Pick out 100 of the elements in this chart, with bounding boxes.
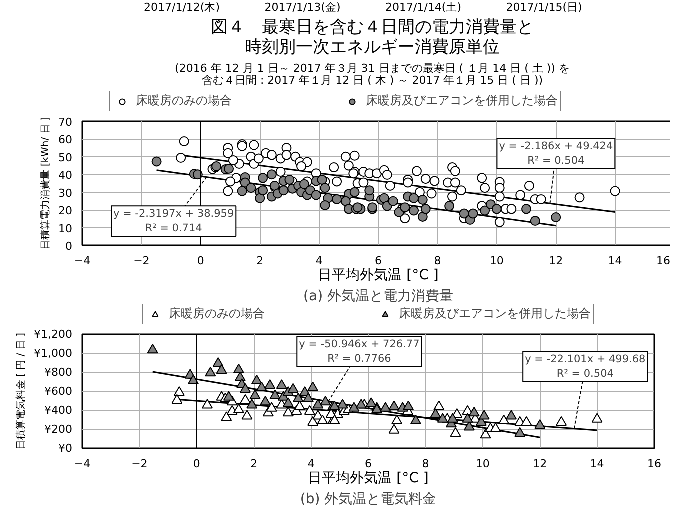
point — [498, 414, 510, 425]
point — [556, 416, 568, 426]
x-tick-label: −4 — [74, 254, 91, 268]
point — [447, 413, 458, 423]
y-tick-label: 40 — [58, 169, 73, 182]
point — [514, 427, 526, 438]
point — [240, 383, 252, 393]
point — [266, 402, 278, 412]
annotation: y = -22.101x + 499.68 R² = 0.504 — [525, 354, 646, 380]
y-axis-title: 日積算電力消費量 [kWh/ 日 ] — [40, 117, 52, 250]
x-tick-label: 0 — [197, 254, 204, 268]
point — [392, 414, 403, 425]
point — [506, 410, 517, 420]
x-tick-label: 10 — [476, 458, 490, 470]
legend-label: 床暖房のみの場合 — [136, 92, 232, 110]
x-tick-label: −4 — [74, 458, 91, 470]
legend-label: 床暖房及びエアコンを併用した場合 — [366, 92, 558, 110]
y-tick-label: ¥800 — [44, 366, 73, 379]
y-tick-label: ¥0 — [58, 442, 73, 455]
point — [320, 396, 332, 406]
x-tick-label: 14 — [608, 254, 622, 268]
annotation: y = -2.186x + 49.424 R² = 0.504 — [499, 140, 614, 167]
point — [302, 392, 314, 402]
y-tick-label: 70 — [58, 116, 73, 129]
y-axis-title: 日積算電気料金 [ 円 / 日 ] — [15, 332, 28, 450]
point — [174, 386, 185, 396]
point — [260, 396, 272, 406]
point — [202, 399, 213, 409]
y-tick-label: 10 — [58, 222, 73, 236]
x-tick-label: 2 — [250, 458, 258, 470]
x-tick-label: 4 — [308, 458, 315, 470]
point — [282, 406, 294, 417]
point — [468, 406, 480, 417]
point — [308, 416, 319, 426]
point — [403, 400, 414, 410]
text: (a) 外気温と電力消費量 — [304, 288, 454, 304]
text: 2017/1/15(日) — [506, 1, 582, 14]
x-tick-label: 12 — [533, 458, 548, 470]
point — [490, 422, 502, 432]
point — [256, 382, 268, 392]
point — [240, 394, 252, 404]
point — [534, 420, 546, 430]
point — [270, 390, 281, 400]
point — [317, 414, 328, 425]
x-tick-label: 8 — [434, 254, 442, 268]
x-axis-title: 日平均外気温 [°C ] — [308, 470, 429, 486]
text: 2017/1/14(土) — [386, 1, 462, 14]
point — [478, 410, 490, 420]
point — [410, 414, 422, 425]
point — [388, 424, 400, 434]
point — [462, 413, 474, 423]
point — [380, 402, 392, 412]
point — [246, 399, 258, 409]
x-tick-label: 4 — [316, 254, 323, 268]
point — [430, 408, 442, 418]
point — [308, 382, 319, 392]
point — [304, 405, 316, 416]
text: 2017/1/13(金) — [264, 1, 341, 14]
point — [450, 427, 462, 438]
point — [147, 344, 158, 354]
y-tick-label: ¥600 — [44, 385, 73, 398]
text: 2017/1/12(木) — [144, 1, 220, 14]
y-tick-label: 60 — [58, 134, 73, 147]
x-tick-label: 12 — [549, 254, 564, 268]
x-tick-label: 10 — [490, 254, 504, 268]
point — [312, 399, 324, 409]
y-tick-label: ¥1,000 — [34, 347, 73, 360]
x-tick-label: 16 — [648, 458, 662, 470]
point — [356, 399, 367, 409]
y-tick-label: ¥200 — [44, 423, 73, 436]
point — [366, 398, 377, 408]
point — [292, 392, 304, 402]
point — [233, 364, 244, 374]
y-tick-label: 0 — [66, 240, 72, 253]
point — [251, 374, 262, 385]
x-tick-label: 14 — [590, 458, 604, 470]
point — [216, 364, 228, 374]
y-tick-label: ¥1,200 — [34, 328, 73, 341]
x-tick-label: 6 — [375, 254, 382, 268]
x-tick-label: −2 — [134, 254, 150, 268]
point — [282, 398, 294, 408]
legend-label: 床暖房のみの場合 — [169, 306, 265, 322]
legend-label: 床暖房及びエアコンを併用した場合 — [399, 306, 591, 322]
chart-title: 図４ 最寒日を含む４日間の電力消費量と時刻別一次エネルギー消費原単位 — [211, 18, 534, 58]
chart-subtitle: (2016 年 12 月 1 日～ 2017 年３月 31 日までの最寒日 ( １月 14 日 ( 土 )) を含む４日間 : 2017 年１月 12 日 ( 木 ) ～ 2017 年１月 15 日 ( 日 )) — [175, 62, 570, 87]
point — [242, 410, 253, 420]
point — [464, 421, 475, 431]
point — [337, 399, 348, 409]
x-tick-label: −2 — [132, 458, 148, 470]
x-axis-title: 日平均外気温 [°C ] — [318, 268, 439, 284]
y-tick-label: 30 — [58, 186, 73, 200]
point — [233, 404, 244, 414]
y-tick-label: 20 — [58, 204, 73, 218]
x-tick-label: 8 — [422, 458, 430, 470]
point — [348, 402, 360, 412]
x-tick-label: 0 — [193, 458, 200, 470]
x-tick-label: 2 — [256, 254, 264, 268]
x-tick-label: 6 — [365, 458, 372, 470]
point — [250, 390, 261, 400]
annotation: y = -50.946x + 726.77 R² = 0.7766 — [299, 338, 420, 365]
